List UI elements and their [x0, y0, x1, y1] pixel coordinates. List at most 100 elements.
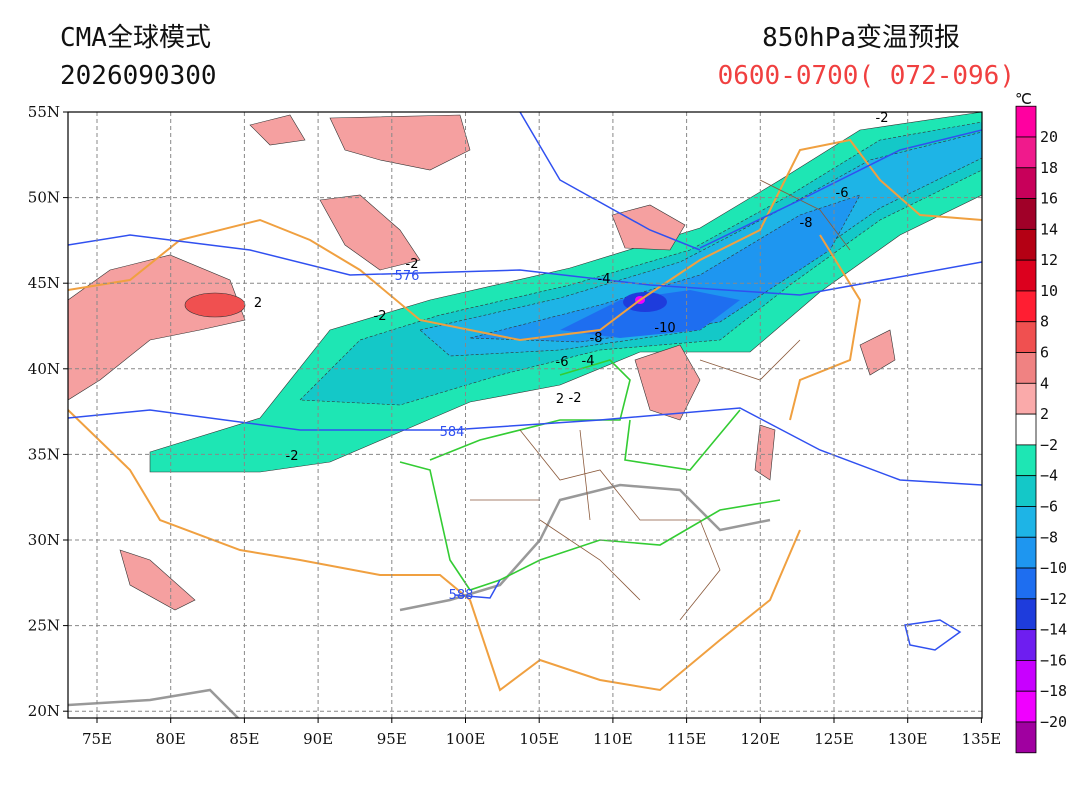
colorbar-swatch — [1015, 413, 1037, 446]
temp-label: -2 — [286, 449, 299, 464]
colorbar-swatch — [1015, 290, 1037, 323]
colorbar-label: −2 — [1040, 436, 1058, 454]
colorbar-swatch — [1015, 444, 1037, 477]
temp-label: -4 — [598, 272, 611, 287]
map-title: 850hPa变温预报 — [762, 23, 960, 53]
temp-label: 2 — [556, 392, 564, 407]
river — [68, 483, 771, 718]
colorbar-swatch — [1015, 321, 1037, 353]
temp-label: -6 — [556, 355, 569, 370]
lon-label: 80E — [156, 730, 186, 748]
colorbar-swatch — [1015, 198, 1037, 230]
temp-label: -2 — [406, 257, 419, 272]
height-contours — [68, 112, 982, 651]
temp-label: -4 — [582, 354, 595, 369]
colorbar-swatch — [1015, 690, 1037, 723]
lon-label: 135E — [962, 730, 1002, 748]
lon-label: 85E — [229, 730, 259, 748]
lat-label: 50N — [28, 189, 60, 207]
map-frame — [67, 111, 983, 719]
graticule: 75E 80E 85E 90E 95E 100E 105E 110E 115E 120E 125E 1… — [28, 103, 1001, 748]
colorbar-swatch — [1015, 228, 1037, 261]
temp-label: -6 — [836, 186, 849, 201]
colorbar-label: 2 — [1040, 405, 1049, 423]
colorbar-swatch — [1015, 167, 1037, 199]
colorbar-label: −14 — [1040, 621, 1067, 639]
colorbar-label: −4 — [1040, 467, 1058, 485]
colorbar-label: 8 — [1040, 313, 1049, 331]
colorbar-swatch — [1015, 567, 1037, 600]
colorbar-swatch — [1015, 382, 1037, 415]
temp-label: -8 — [590, 331, 603, 346]
warming-areas — [68, 114, 896, 611]
colorbar-label: 6 — [1040, 344, 1049, 362]
contour-labels: 576 584 588 -2 -2 -4 -6 -8 -8 -10 -6 -4 -2 -2 -2 2 2 — [254, 111, 889, 603]
colorbar-label: 14 — [1040, 220, 1058, 238]
lon-label: 130E — [888, 730, 928, 748]
height-label: 588 — [449, 588, 474, 603]
colorbar-label: −6 — [1040, 497, 1058, 515]
height-label: 584 — [440, 425, 465, 440]
map-layers — [68, 112, 982, 718]
colorbar-label: 10 — [1040, 282, 1058, 300]
colorbar-label: −8 — [1040, 528, 1058, 546]
colorbar-label: −10 — [1040, 559, 1067, 577]
lon-label: 95E — [377, 730, 407, 748]
province-lines — [470, 179, 851, 621]
height-label: 576 — [395, 269, 420, 284]
lat-label: 25N — [28, 617, 60, 635]
temp-label: 2 — [254, 296, 262, 311]
cooling-area — [419, 131, 982, 357]
lat-label: 40N — [28, 360, 60, 378]
colorbar-label: 20 — [1040, 128, 1058, 146]
colorbar-label: −20 — [1040, 713, 1067, 731]
colorbar-label: 16 — [1040, 190, 1058, 208]
colorbar-swatch — [1015, 598, 1037, 631]
map: 75E 80E 85E 90E 95E 100E 105E 110E 115E 120E 125E 1… — [28, 103, 1001, 748]
lon-label: 110E — [593, 730, 633, 748]
init-time: 2026090300 — [60, 61, 217, 91]
border — [68, 138, 982, 692]
colorbar-swatch — [1015, 475, 1037, 507]
temp-label: -2 — [876, 111, 889, 126]
forecast-period: 0600-0700( 072-096) — [718, 61, 1015, 91]
colorbar-label: 18 — [1040, 159, 1058, 177]
colorbar-label: −18 — [1040, 682, 1067, 700]
river — [399, 359, 781, 591]
colorbar-swatch — [1015, 660, 1037, 692]
lat-label: 45N — [28, 274, 60, 292]
lon-label: 125E — [814, 730, 854, 748]
lat-label: 20N — [28, 702, 60, 720]
lon-label: 75E — [82, 730, 112, 748]
lon-label: 120E — [741, 730, 781, 748]
colorbar-swatch — [1015, 136, 1037, 169]
lon-label: 90E — [303, 730, 333, 748]
temp-label: -10 — [654, 321, 675, 336]
colorbar: ℃ 20 18 16 14 12 10 8 6 4 2 −2 −4 −6 −8 −10 −12 −14 −16 −1… — [1015, 90, 1067, 754]
colorbar-swatch — [1015, 629, 1037, 661]
colorbar-unit: ℃ — [1015, 90, 1032, 108]
lon-label: 115E — [667, 730, 707, 748]
colorbar-swatch — [1015, 506, 1037, 538]
colorbar-swatch — [1015, 721, 1037, 754]
colorbar-label: −12 — [1040, 590, 1067, 608]
colorbar-swatch — [1015, 352, 1037, 384]
temp-label: -2 — [569, 391, 582, 406]
model-name: CMA全球模式 — [60, 23, 211, 53]
colorbar-label: 12 — [1040, 251, 1058, 269]
lon-label: 105E — [519, 730, 559, 748]
colorbar-swatch — [1015, 536, 1037, 569]
colorbar-label: −16 — [1040, 651, 1067, 669]
colorbar-swatch — [1015, 259, 1037, 292]
temp-label: -2 — [374, 309, 387, 324]
lon-label: 100E — [446, 730, 486, 748]
lat-label: 55N — [28, 103, 60, 121]
lat-label: 35N — [28, 445, 60, 463]
colorbar-label: 4 — [1040, 374, 1049, 392]
colorbar-swatch — [1015, 105, 1037, 138]
lat-label: 30N — [28, 531, 60, 549]
temp-label: -8 — [800, 216, 813, 231]
cooling-core — [623, 292, 667, 312]
